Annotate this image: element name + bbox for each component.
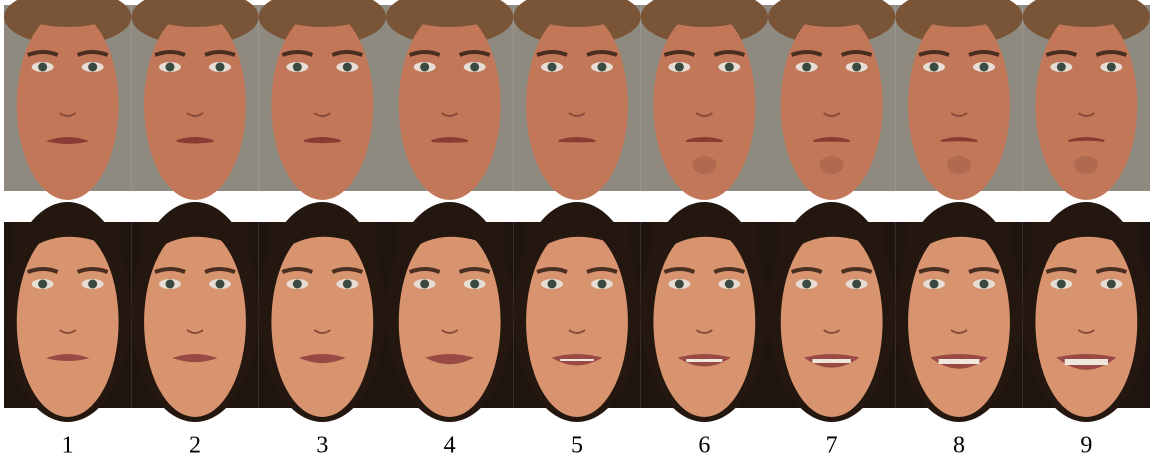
face-photo [386, 202, 513, 422]
face-photo [386, 0, 513, 200]
mouth [50, 355, 86, 360]
iris [166, 280, 175, 289]
iris [343, 63, 352, 72]
iris [675, 63, 684, 72]
iris [598, 63, 607, 72]
iris [293, 280, 302, 289]
face [1035, 227, 1137, 417]
mouth [814, 138, 850, 141]
iris [470, 280, 479, 289]
teeth [939, 359, 980, 364]
iris [930, 63, 939, 72]
face-photo [259, 0, 386, 200]
image-number: 4 [444, 433, 456, 459]
image-number: 3 [316, 433, 328, 459]
iris [980, 63, 989, 72]
face-photo [513, 0, 640, 200]
iris [548, 280, 557, 289]
image-number: 9 [1080, 433, 1092, 459]
iris [980, 280, 989, 289]
iris [216, 63, 225, 72]
iris [852, 63, 861, 72]
chin-tension [820, 156, 844, 174]
iris [88, 280, 97, 289]
iris [470, 63, 479, 72]
iris [293, 63, 302, 72]
image-number: 7 [826, 433, 838, 459]
teeth [560, 359, 594, 361]
iris [725, 63, 734, 72]
face-photo [768, 202, 895, 422]
face [653, 227, 755, 417]
mouth [432, 138, 468, 142]
mouth [50, 138, 86, 143]
chin-tension [1074, 156, 1098, 174]
face [17, 227, 119, 417]
face-photo [259, 202, 386, 422]
iris [420, 280, 429, 289]
iris [216, 280, 225, 289]
face-photo [131, 0, 258, 200]
chin-tension [947, 156, 971, 174]
face [17, 10, 119, 200]
face-photo [641, 0, 768, 200]
mouth [177, 138, 213, 143]
iris [1107, 63, 1116, 72]
iris [930, 280, 939, 289]
face-photo [1023, 0, 1150, 200]
figure: 1 2 3 4 5 6 7 8 9 [0, 0, 1152, 461]
mouth [686, 138, 722, 141]
mouth [176, 355, 214, 361]
iris [675, 280, 684, 289]
iris [598, 280, 607, 289]
face-photo [895, 202, 1022, 422]
face-photo [131, 202, 258, 422]
iris [1057, 63, 1066, 72]
iris [420, 63, 429, 72]
face [144, 10, 246, 200]
face [399, 227, 501, 417]
iris [802, 63, 811, 72]
face [271, 227, 373, 417]
iris [343, 280, 352, 289]
iris [166, 63, 175, 72]
image-number: 6 [698, 433, 710, 459]
mouth [304, 138, 340, 142]
face-photo [895, 0, 1022, 200]
mouth [1068, 138, 1104, 141]
face [271, 10, 373, 200]
face [908, 227, 1010, 417]
teeth [686, 359, 722, 362]
face [144, 227, 246, 417]
face-photo [1023, 202, 1150, 422]
face [526, 10, 628, 200]
face-photo [4, 0, 131, 200]
image-number: 1 [62, 433, 74, 459]
mouth [302, 355, 343, 362]
face [399, 10, 501, 200]
iris [802, 280, 811, 289]
iris [88, 63, 97, 72]
face [526, 227, 628, 417]
face-photo [513, 202, 640, 422]
teeth [812, 359, 850, 363]
iris [38, 63, 47, 72]
iris [1107, 280, 1116, 289]
iris [38, 280, 47, 289]
iris [852, 280, 861, 289]
face-photo [4, 202, 131, 422]
mouth [559, 138, 595, 141]
face [781, 227, 883, 417]
iris [725, 280, 734, 289]
image-number: 5 [571, 433, 583, 459]
teeth [1065, 359, 1108, 365]
image-number: 2 [189, 433, 201, 459]
iris [548, 63, 557, 72]
mouth [941, 138, 977, 141]
face-photo [768, 0, 895, 200]
iris [1057, 280, 1066, 289]
chin-tension [692, 156, 716, 174]
image-number: 8 [953, 433, 965, 459]
face-photo [641, 202, 768, 422]
